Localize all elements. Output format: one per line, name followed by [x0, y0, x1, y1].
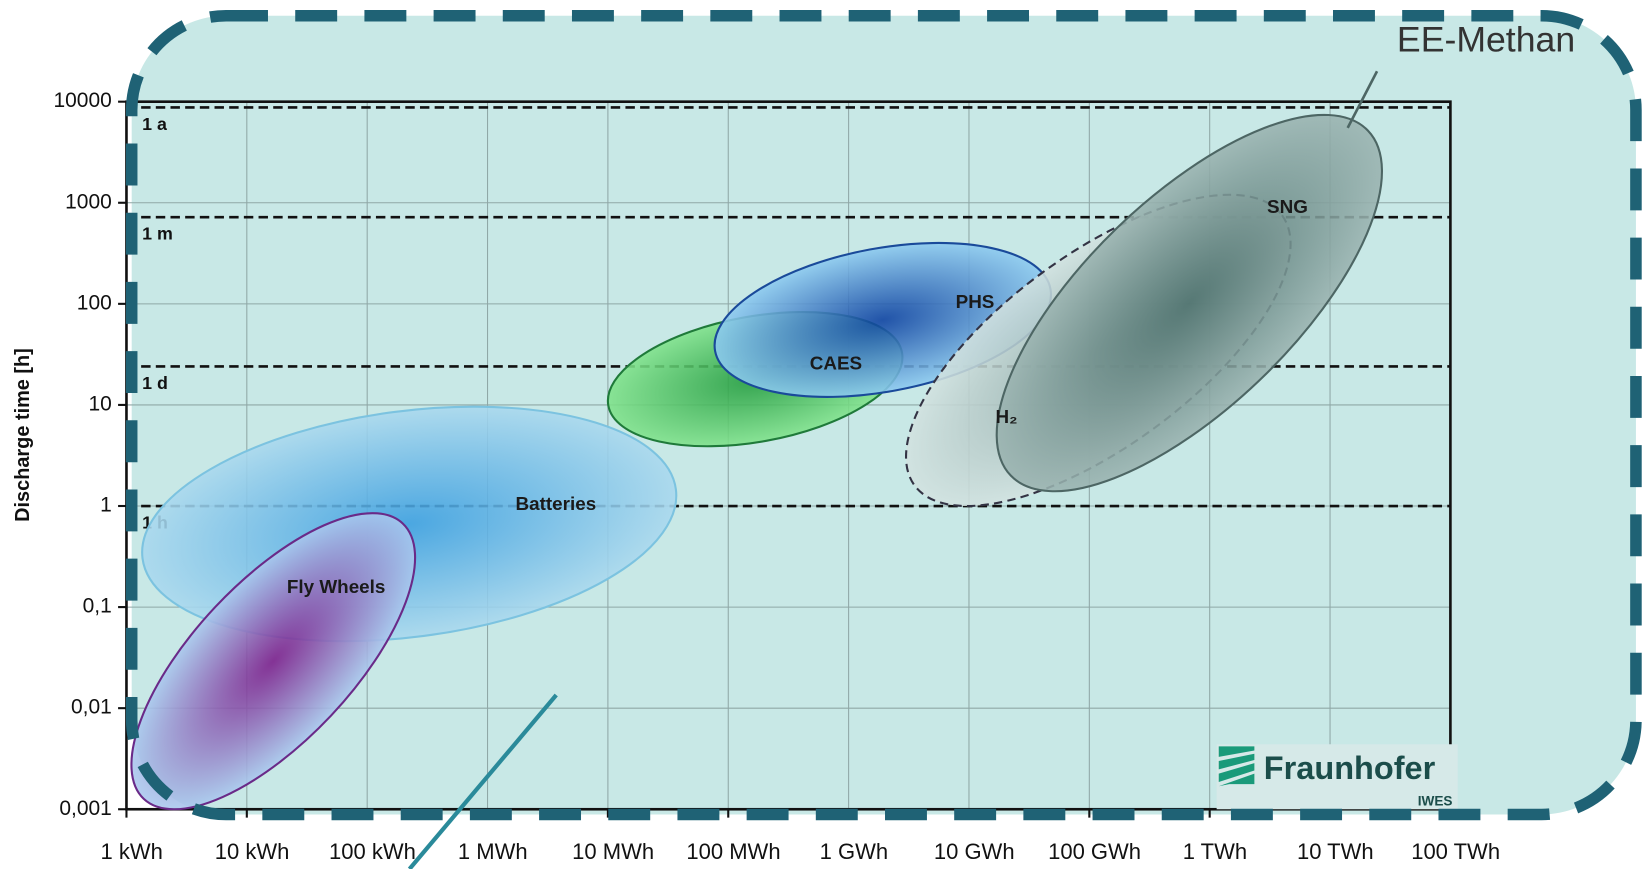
pointer-line [407, 693, 558, 869]
annotation-line [1346, 70, 1379, 129]
region-label: Batteries [516, 493, 597, 514]
annotation: EE-Methan [1397, 19, 1575, 59]
y-tick-label: 0,01 [71, 696, 112, 719]
x-tick-label: 1 kWh [101, 839, 163, 864]
x-tick-label: 100 kWh [329, 839, 416, 864]
x-tick-label: 100 TWh [1411, 839, 1500, 864]
y-tick-label: 10 [88, 392, 111, 415]
region-label: Fly Wheels [287, 576, 386, 597]
y-tick-label: 10000 [54, 89, 112, 112]
region-label: PHS [956, 291, 995, 312]
y-tick-label: 1 [100, 494, 112, 517]
logo-name: Fraunhofer [1264, 750, 1436, 786]
reference-label: 1 d [142, 373, 168, 393]
x-tick-label: 10 TWh [1297, 839, 1374, 864]
x-tick-label: 1 GWh [820, 839, 888, 864]
region-label: SNG [1267, 196, 1308, 217]
plot: 1 kWh 10 kWh 100 kWh 1 MWh 10 MWh 100 MWh 1 GW… [54, 89, 1501, 864]
region [995, 113, 1384, 493]
logo-sub: IWES [1418, 794, 1453, 809]
overlay-border [125, 9, 1642, 821]
region-label: H₂ [995, 406, 1017, 427]
logo: Fraunhofer IWES [1216, 744, 1458, 810]
y-tick-label: 1000 [65, 190, 112, 213]
x-tick-label: 10 kWh [215, 839, 290, 864]
x-tick-label: 10 GWh [934, 839, 1015, 864]
overlay-fill [131, 15, 1636, 815]
y-tick-label: 0,001 [59, 797, 111, 820]
logo-mark [1218, 746, 1255, 787]
logo-box [1216, 744, 1458, 810]
y-tick-label: 0,1 [83, 595, 112, 618]
region-label: CAES [810, 353, 862, 374]
x-tick-label: 1 TWh [1183, 839, 1247, 864]
y-axis-label: Discharge time [h] [12, 348, 34, 522]
x-tick-label: 100 GWh [1048, 839, 1141, 864]
region [130, 512, 417, 811]
x-tick-label: 100 MWh [686, 839, 780, 864]
y-tick-label: 100 [77, 291, 112, 314]
x-tick-label: 1 MWh [458, 839, 528, 864]
reference-label: 1 a [142, 114, 168, 134]
x-tick-label: 10 MWh [572, 839, 654, 864]
reference-label: 1 m [142, 224, 173, 244]
